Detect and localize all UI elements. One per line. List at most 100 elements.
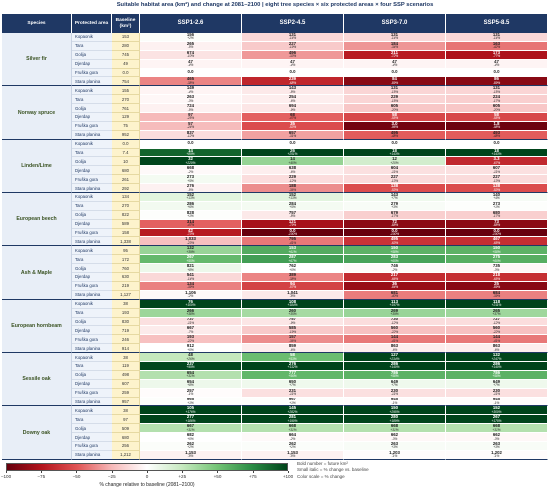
legend-note: Bold number = future km² xyxy=(297,461,348,466)
percent-change-value: -89% xyxy=(492,285,501,290)
percent-change-value: -6% xyxy=(493,347,500,352)
future-area-value: 149 xyxy=(186,86,195,91)
scenario-cell: 863 -6% xyxy=(446,344,548,354)
species-label: Downy oak xyxy=(2,406,72,460)
percent-change-value: -38% xyxy=(288,276,297,281)
future-area-value: 668 xyxy=(288,424,297,429)
baseline-cell: 49 xyxy=(112,59,140,69)
scenario-cell: 152 +13% xyxy=(242,193,344,202)
scenario-cell: 859 -6% xyxy=(242,344,344,354)
percent-change-value: -12% xyxy=(186,134,195,139)
baseline-cell: 498 xyxy=(112,370,140,380)
scenario-cell: 265 +37% xyxy=(446,308,548,318)
baseline-cell: 97 xyxy=(112,415,140,425)
future-area-value: 560 xyxy=(390,326,399,331)
baseline-cell: 270 xyxy=(112,95,140,105)
scenario-cell: 262 +2% xyxy=(242,441,344,451)
percent-change-value: -9% xyxy=(289,107,296,112)
protected-area-cell: Golija xyxy=(72,424,112,434)
percent-change-value: -19% xyxy=(288,329,297,334)
scenario-cell: 668 +31% xyxy=(242,424,344,434)
scenario-cell: 495 -48% xyxy=(344,130,446,140)
future-area-value: 138 xyxy=(390,184,399,189)
future-area-value: 681 xyxy=(390,290,399,295)
scenario-cell: 47 -4% xyxy=(140,59,242,69)
future-area-value: 965 xyxy=(186,397,195,402)
scenario-cell: 72 -88% xyxy=(344,219,446,229)
future-area-value: 0.0 xyxy=(493,228,500,233)
scenario-cell: 786 +58% xyxy=(344,370,446,380)
scenario-cell: 58 -55% xyxy=(344,113,446,122)
percent-change-value: +61% xyxy=(288,249,297,254)
future-area-value: 230 xyxy=(390,388,399,393)
scenario-cell: 287 +67% xyxy=(242,255,344,265)
percent-change-value: -53% xyxy=(492,187,501,192)
scenario-cell: 143 +7% xyxy=(344,193,446,202)
percent-change-value: +220% xyxy=(185,160,196,165)
scenario-cell: 496 -33% xyxy=(242,50,344,60)
scenario-cell: 757 -8% xyxy=(242,210,344,220)
future-area-value: 108 xyxy=(288,299,297,304)
protected-area-cell: Tara xyxy=(72,95,112,105)
future-area-value: 97 xyxy=(188,113,193,117)
scenario-cell: 283 +65% xyxy=(344,255,446,265)
scenario-cell: 668 +31% xyxy=(446,424,548,434)
baseline-cell: 219 xyxy=(112,281,140,291)
percent-change-value: -63% xyxy=(390,240,399,245)
future-area-value: 143 xyxy=(288,86,297,91)
percent-change-value: -2% xyxy=(289,436,296,441)
baseline-cell: 607 xyxy=(112,379,140,389)
percent-change-value: -6% xyxy=(289,169,296,174)
colorbar-tick xyxy=(76,471,77,473)
percent-change-value: +2% xyxy=(289,445,296,450)
baseline-cell: 0.0 xyxy=(112,68,140,78)
scenario-cell: 97 -25% xyxy=(140,113,242,122)
protected-area-cell: Tara xyxy=(72,415,112,425)
protected-area-cell: Fruška gora xyxy=(72,175,112,185)
percent-change-value: +176% xyxy=(185,409,196,414)
percent-change-value: -22% xyxy=(186,338,195,343)
scenario-cell: 143 -8% xyxy=(242,86,344,96)
percent-change-value: +89% xyxy=(186,152,195,157)
future-area-value: 0.0 xyxy=(391,228,398,233)
future-area-value: 150 xyxy=(390,246,399,251)
future-area-value: 541 xyxy=(186,273,195,277)
percent-change-value: +143% xyxy=(491,152,502,157)
percent-change-value: -73% xyxy=(186,232,195,237)
scenario-cell: 828 +1% xyxy=(140,210,242,220)
percent-change-value: -72% xyxy=(390,54,399,59)
scenario-cell: 0.0 -100% xyxy=(344,228,446,238)
baseline-cell: 292 xyxy=(112,184,140,194)
percent-change-value: -1% xyxy=(391,454,398,459)
scenario-cell: 118 +211% xyxy=(446,299,548,309)
scenario-cell: 14 +89% xyxy=(140,148,242,158)
percent-change-value: -68% xyxy=(288,80,297,85)
protected-area-cell: Stara planina xyxy=(72,344,112,354)
scenario-cell: 560 -22% xyxy=(446,326,548,336)
scenario-cell: 912 +0% xyxy=(140,344,242,354)
scenario-cell: 131 -15% xyxy=(344,86,446,96)
percent-change-value: +247% xyxy=(491,356,502,361)
species-label: Sessile oak xyxy=(2,353,72,407)
future-area-value: 184 xyxy=(390,41,399,46)
baseline-cell: 95 xyxy=(112,246,140,256)
percent-change-value: -7% xyxy=(187,329,194,334)
scenario-cell: 680 -17% xyxy=(446,210,548,220)
future-area-value: 605 xyxy=(492,104,501,109)
chart-title: Suitable habitat area (km²) and change a… xyxy=(116,2,434,8)
scenario-cell: 0.0 xyxy=(344,68,446,78)
scenario-cell: 229 -15% xyxy=(344,95,446,105)
percent-change-value: -11% xyxy=(492,169,501,174)
scenario-cell: 230 -11% xyxy=(446,388,548,398)
future-area-value: 724 xyxy=(186,104,195,109)
scenario-cell: 266 +38% xyxy=(140,308,242,318)
future-area-value: 143 xyxy=(390,193,399,197)
scenario-cell: 737 -11% xyxy=(140,317,242,327)
colorbar-tick xyxy=(111,471,112,473)
future-area-value: 68 xyxy=(290,113,295,117)
percent-change-value: +1% xyxy=(187,400,194,405)
scenario-cell: 227 -13% xyxy=(446,175,548,185)
percent-change-value: -14% xyxy=(492,36,501,41)
future-area-value: 229 xyxy=(390,95,399,100)
protected-area-cell: Kopaonik xyxy=(72,139,112,149)
